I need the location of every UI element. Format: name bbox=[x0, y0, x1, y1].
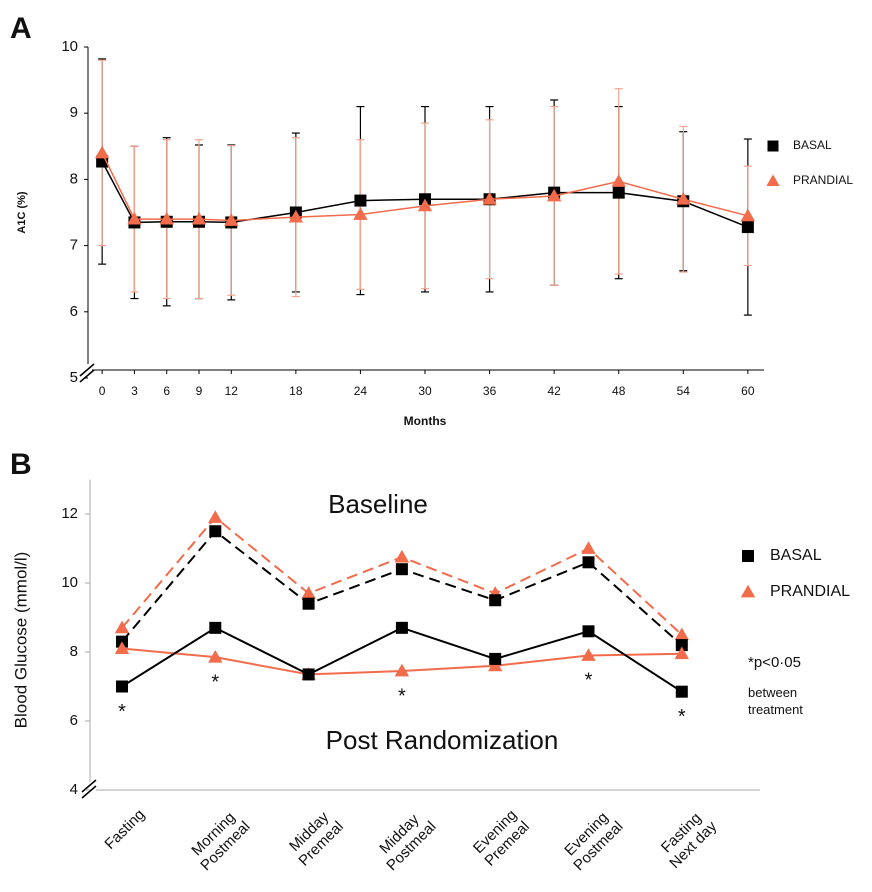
x-tick-label: 36 bbox=[483, 384, 497, 398]
significance-mark: * bbox=[678, 706, 686, 728]
marker bbox=[353, 207, 368, 220]
legend-marker bbox=[767, 140, 779, 152]
x-tick-label: 48 bbox=[612, 384, 626, 398]
significance-mark: * bbox=[211, 671, 219, 693]
x-axis-title: Months bbox=[404, 414, 447, 428]
marker bbox=[581, 648, 596, 661]
marker bbox=[582, 556, 595, 569]
marker bbox=[395, 621, 408, 634]
marker bbox=[191, 211, 207, 225]
group-label: Baseline bbox=[328, 489, 428, 519]
series-line bbox=[121, 516, 683, 636]
series-line bbox=[121, 626, 683, 693]
marker bbox=[114, 620, 130, 634]
significance-mark: * bbox=[585, 670, 593, 692]
x-tick-label: 3 bbox=[131, 384, 138, 398]
marker bbox=[395, 563, 408, 576]
marker bbox=[482, 192, 497, 205]
marker bbox=[354, 194, 367, 207]
marker bbox=[288, 209, 304, 223]
significance-mark: * bbox=[118, 701, 126, 723]
panel-label: A bbox=[10, 12, 32, 45]
y-tick-label: 10 bbox=[61, 38, 78, 55]
marker bbox=[674, 646, 689, 660]
note-detail: between treatment bbox=[748, 685, 803, 717]
y-axis-title: Blood Glucose (mmol/l) bbox=[11, 552, 30, 729]
x-tick-label: 6 bbox=[163, 384, 170, 398]
x-tick-label: 30 bbox=[418, 384, 432, 398]
y-tick-label: 8 bbox=[70, 643, 78, 660]
marker bbox=[489, 594, 502, 607]
legend-label: BASAL bbox=[793, 138, 832, 152]
significance-mark: * bbox=[398, 685, 406, 707]
axis-break bbox=[81, 779, 97, 793]
marker bbox=[209, 525, 222, 538]
marker bbox=[208, 649, 223, 663]
marker bbox=[741, 221, 754, 234]
x-tick-label: 42 bbox=[547, 384, 561, 398]
marker bbox=[675, 639, 688, 652]
marker bbox=[159, 211, 174, 225]
marker bbox=[302, 668, 315, 681]
marker bbox=[581, 541, 596, 554]
legend-label: PRANDIAL bbox=[793, 173, 853, 187]
y-tick-label: 9 bbox=[70, 104, 78, 121]
marker bbox=[675, 685, 688, 698]
marker bbox=[94, 145, 110, 159]
marker bbox=[582, 625, 595, 638]
y-tick-label: 7 bbox=[70, 237, 78, 254]
y-tick-label: 4 bbox=[70, 781, 78, 798]
y-tick-label: 6 bbox=[70, 303, 78, 320]
marker bbox=[489, 652, 502, 665]
marker bbox=[208, 510, 223, 523]
legend-marker bbox=[740, 584, 756, 598]
y-tick-label: 8 bbox=[70, 170, 78, 187]
marker bbox=[417, 198, 433, 212]
panel-label: B bbox=[10, 448, 32, 481]
y-axis-title: A1C (%) bbox=[16, 191, 28, 234]
marker bbox=[740, 208, 756, 222]
legend-label: BASAL bbox=[770, 547, 822, 564]
y-tick-label: 6 bbox=[70, 712, 78, 729]
x-tick-label: 0 bbox=[99, 384, 106, 398]
axis-break bbox=[79, 363, 95, 377]
marker bbox=[301, 586, 316, 599]
marker bbox=[674, 627, 689, 641]
x-tick-label: 12 bbox=[225, 384, 239, 398]
y-tick-label: 10 bbox=[61, 574, 78, 591]
marker bbox=[116, 680, 128, 693]
marker bbox=[209, 621, 222, 634]
legend-marker bbox=[766, 174, 780, 186]
x-tick-label: 18 bbox=[289, 384, 303, 398]
marker bbox=[676, 192, 691, 205]
marker bbox=[612, 186, 625, 199]
marker bbox=[546, 188, 562, 202]
x-tick-label: 24 bbox=[354, 384, 368, 398]
group-label: Post Randomization bbox=[326, 725, 559, 755]
axis-break bbox=[79, 369, 95, 383]
y-tick-label: 5 bbox=[70, 369, 78, 386]
legend-label: PRANDIAL bbox=[770, 583, 850, 600]
legend-marker bbox=[742, 550, 754, 562]
marker bbox=[394, 663, 410, 677]
marker bbox=[224, 213, 239, 226]
marker bbox=[127, 211, 142, 225]
x-tick-label: 9 bbox=[196, 384, 203, 398]
marker bbox=[302, 597, 315, 610]
marker bbox=[394, 549, 410, 563]
x-tick-label: 60 bbox=[741, 384, 755, 398]
axis-break bbox=[81, 785, 97, 799]
marker bbox=[114, 641, 130, 654]
note: *p<0·05 bbox=[748, 654, 801, 671]
x-tick-label: 54 bbox=[677, 384, 691, 398]
y-tick-label: 12 bbox=[61, 505, 78, 522]
marker bbox=[611, 174, 626, 187]
